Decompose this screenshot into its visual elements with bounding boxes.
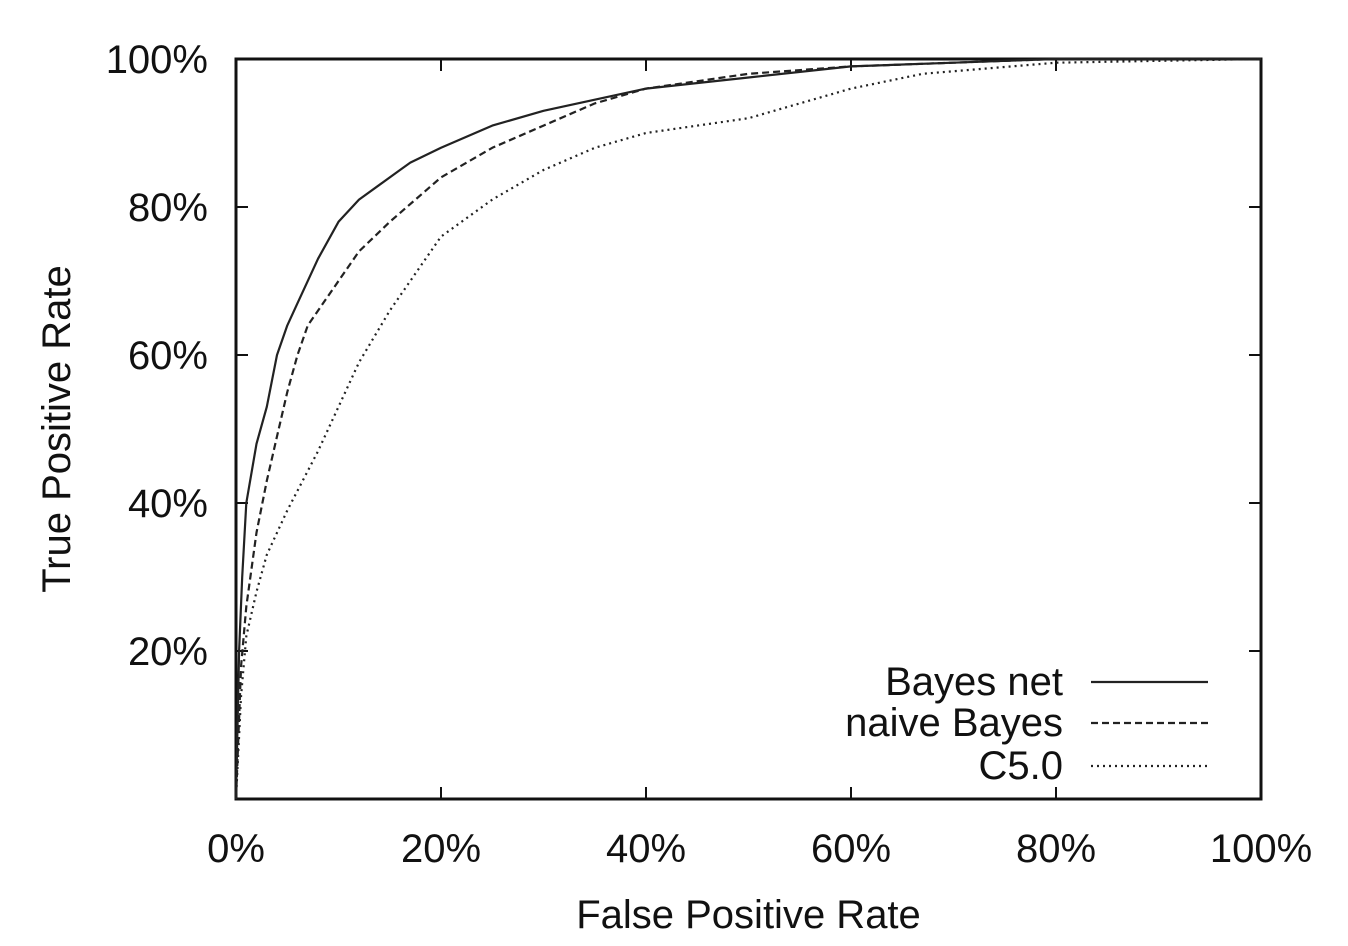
- series-line-bayes-net: [234, 57, 1261, 800]
- y-tick-label: 80%: [128, 186, 208, 230]
- x-tick-label: 0%: [207, 827, 265, 871]
- y-tick-label: 100%: [106, 38, 208, 82]
- series-line-c5-0: [234, 57, 1262, 800]
- series-line-naive-bayes: [234, 57, 1261, 800]
- series-lines: [234, 57, 1262, 800]
- y-tick-label: 60%: [128, 334, 208, 378]
- legend: Bayes net naive Bayes C5.0: [845, 660, 1208, 788]
- plot-frame: [234, 57, 1263, 801]
- y-tick-label: 20%: [128, 630, 208, 674]
- x-tick-label: 80%: [1016, 827, 1096, 871]
- x-tick-labels: 0% 20% 40% 60% 80% 100%: [207, 827, 1312, 871]
- y-tick-label: 40%: [128, 482, 208, 526]
- y-axis-title: True Positive Rate: [35, 265, 79, 593]
- y-tick-labels: 20% 40% 60% 80% 100%: [106, 38, 208, 674]
- x-tick-label: 40%: [606, 827, 686, 871]
- x-axis-title: False Positive Rate: [576, 893, 921, 937]
- tick-marks: [235, 58, 1262, 799]
- legend-label-naive-bayes: naive Bayes: [845, 701, 1063, 745]
- x-tick-label: 20%: [401, 827, 481, 871]
- legend-label-c50: C5.0: [979, 744, 1064, 788]
- legend-label-bayes-net: Bayes net: [885, 660, 1063, 704]
- plot-area: [234, 57, 1263, 801]
- x-tick-label: 100%: [1210, 827, 1312, 871]
- x-tick-label: 60%: [811, 827, 891, 871]
